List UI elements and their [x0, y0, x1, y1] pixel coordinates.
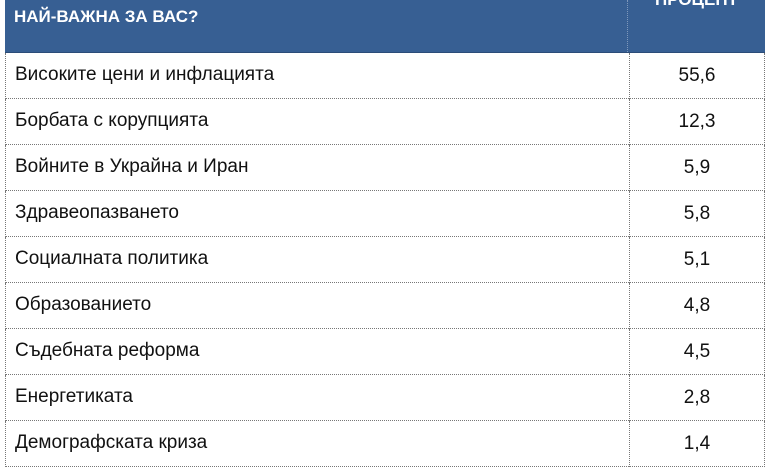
table-row: Енергетиката 2,8 — [5, 375, 765, 421]
row-value: 4,5 — [629, 329, 764, 375]
row-value: 5,9 — [629, 145, 764, 191]
row-value: 2,8 — [629, 375, 764, 421]
table-row: Социалната политика 5,1 — [5, 237, 765, 283]
row-value: 1,4 — [629, 421, 764, 467]
row-value: 12,3 — [629, 99, 764, 145]
table-row: Войните в Украйна и Иран 5,9 — [5, 145, 765, 191]
row-value: 5,1 — [629, 237, 764, 283]
survey-table: НАЙ-ВАЖНА ЗА ВАС? ПРОЦЕНТ Високите цени … — [5, 0, 765, 467]
header-percent: ПРОЦЕНТ — [628, 0, 765, 10]
row-label: Здравеопазването — [15, 202, 179, 223]
row-label: Демографската криза — [15, 432, 208, 453]
row-value: 5,8 — [629, 191, 764, 237]
column-divider — [627, 0, 628, 52]
table-row: Съдебната реформа 4,5 — [5, 329, 765, 375]
row-value: 55,6 — [629, 53, 764, 99]
table-row: Образованието 4,8 — [5, 283, 765, 329]
row-label: Социалната политика — [15, 248, 209, 269]
row-label: Енергетиката — [15, 386, 133, 407]
header-question: НАЙ-ВАЖНА ЗА ВАС? — [14, 7, 199, 26]
row-label: Високите цени и инфлацията — [15, 64, 275, 85]
table-row: Здравеопазването 5,8 — [5, 191, 765, 237]
row-value: 4,8 — [629, 283, 764, 329]
table-header: НАЙ-ВАЖНА ЗА ВАС? ПРОЦЕНТ — [5, 0, 765, 53]
row-label: Съдебната реформа — [15, 340, 200, 361]
row-label: Борбата с корупцията — [15, 110, 209, 131]
table-row: Демографската криза 1,4 — [5, 421, 765, 467]
table-row: Борбата с корупцията 12,3 — [5, 99, 765, 145]
table-row: Високите цени и инфлацията 55,6 — [5, 53, 765, 99]
row-label: Войните в Украйна и Иран — [15, 156, 249, 177]
row-label: Образованието — [15, 294, 152, 315]
